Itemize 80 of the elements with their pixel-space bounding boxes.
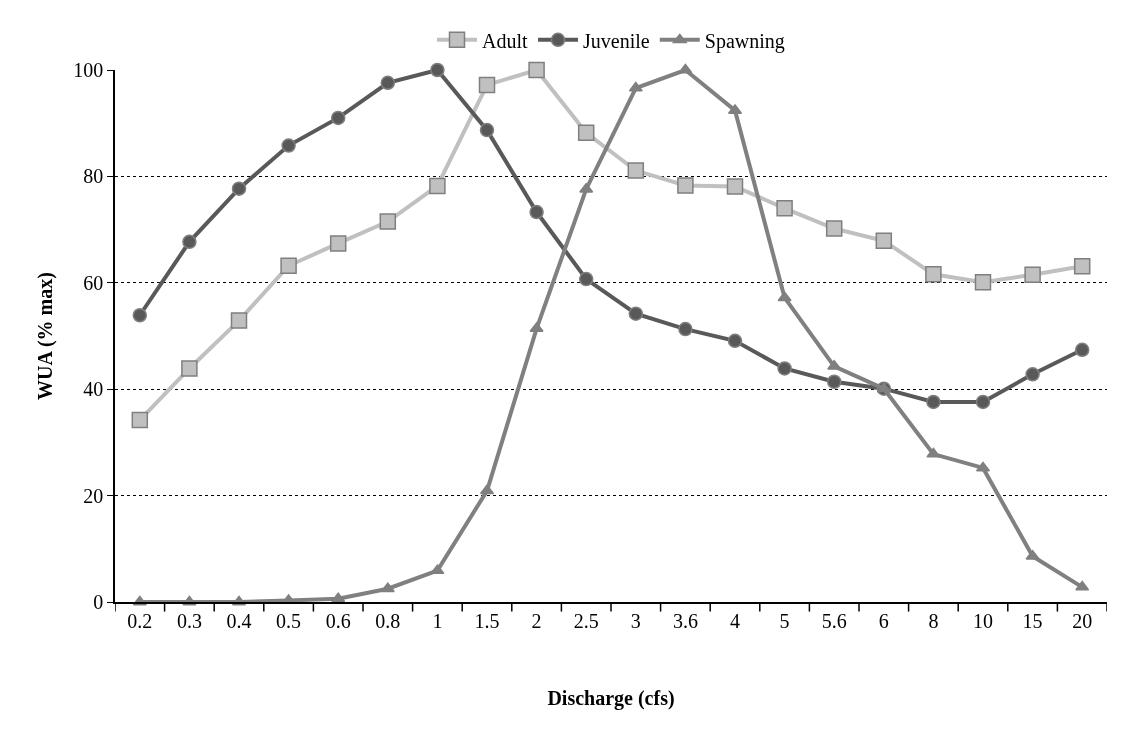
x-axis-title: Discharge (cfs) [547, 686, 675, 710]
legend-label: Spawning [704, 29, 785, 53]
point [628, 306, 644, 321]
point [627, 162, 645, 179]
point [329, 235, 347, 252]
x-tick-label: 20 [1072, 609, 1093, 632]
point [528, 61, 545, 79]
point [1075, 580, 1090, 591]
x-tick-label: 4 [730, 609, 740, 632]
x-tick-label: 0.6 [325, 609, 351, 632]
x-tick-label: 1.5 [474, 609, 500, 632]
point [231, 181, 247, 196]
x-tick-label: 2.5 [573, 609, 599, 632]
point [380, 582, 395, 593]
point [330, 110, 346, 126]
point [430, 62, 445, 78]
point [579, 182, 594, 193]
point [478, 76, 496, 94]
legend-label: Adult [482, 29, 528, 52]
y-tick-label: 20 [83, 484, 104, 507]
point [379, 213, 397, 230]
point [182, 234, 197, 250]
point [875, 232, 893, 250]
x-tick-label: 5 [779, 609, 790, 632]
point [529, 204, 544, 220]
point [726, 178, 744, 195]
x-tick-label: 3 [630, 609, 641, 632]
point [926, 447, 941, 458]
x-tick-label: 0.2 [127, 609, 153, 632]
x-tick-label: 8 [928, 609, 939, 632]
point [280, 257, 297, 275]
point [925, 266, 942, 283]
x-tick-label: 5.6 [821, 609, 847, 632]
x-tick-label: 1 [432, 609, 443, 632]
point [677, 177, 694, 194]
point [578, 271, 594, 287]
point [1073, 258, 1091, 275]
point [926, 394, 941, 410]
point [479, 122, 495, 138]
x-tick-label: 10 [973, 609, 993, 632]
x-tick-label: 0.3 [176, 609, 202, 632]
point [975, 394, 991, 410]
y-tick-label: 100 [73, 59, 104, 81]
y-tick-label: 40 [83, 378, 104, 401]
point [628, 81, 643, 92]
point [181, 360, 198, 377]
point [230, 312, 248, 329]
point [281, 138, 296, 153]
point [1024, 266, 1041, 284]
point [1074, 342, 1090, 358]
point [1025, 367, 1040, 382]
x-tick-label: 6 [878, 609, 889, 632]
point [777, 291, 792, 302]
point [727, 333, 743, 349]
point [678, 321, 693, 337]
point [429, 177, 446, 195]
point [529, 322, 544, 333]
point [132, 308, 148, 323]
point [430, 564, 445, 575]
x-tick-label: 15 [1022, 609, 1043, 632]
x-tick-label: 3.6 [672, 609, 698, 632]
point [825, 220, 843, 237]
legend-label: Juvenile [583, 29, 650, 52]
point [678, 63, 693, 74]
point [380, 75, 396, 91]
point [776, 200, 793, 217]
y-tick-label: 0 [93, 591, 104, 613]
y-axis-title: WUA (% max) [34, 272, 58, 400]
x-tick-label: 0.8 [375, 609, 401, 632]
y-tick-label: 80 [83, 165, 104, 188]
point [826, 374, 842, 389]
y-tick-label: 60 [83, 271, 104, 294]
x-tick-label: 2 [531, 609, 542, 632]
point [131, 411, 149, 429]
point [331, 592, 346, 603]
point [974, 274, 992, 291]
x-tick-label: 0.5 [276, 609, 302, 632]
x-tick-label: 0.4 [226, 609, 252, 632]
point [777, 361, 792, 376]
point [577, 124, 595, 142]
